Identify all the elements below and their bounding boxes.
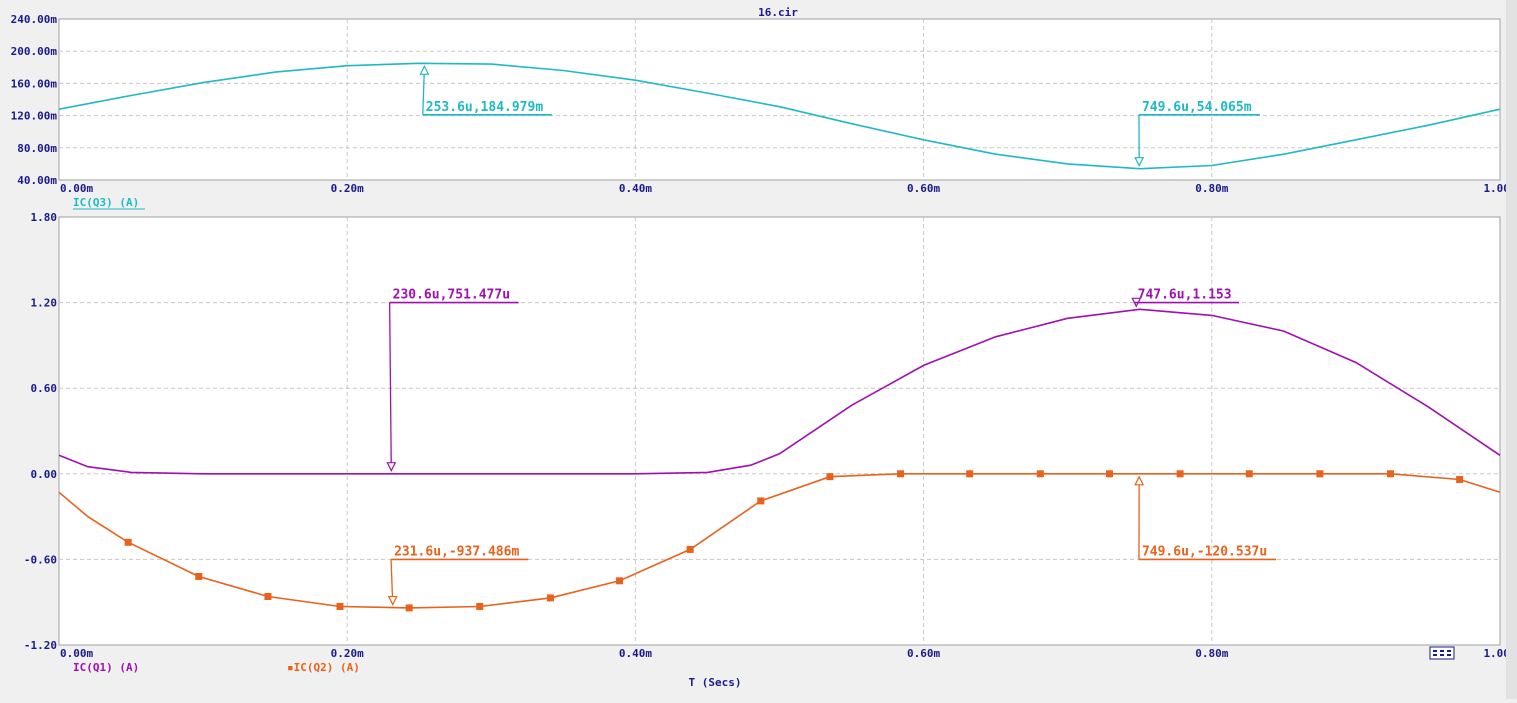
y-tick-label: 1.20 [31, 297, 58, 310]
y-tick-label: 0.00 [31, 468, 58, 481]
y-tick-label: 80.00m [17, 142, 57, 155]
data-point [476, 603, 483, 610]
data-point [757, 497, 764, 504]
plot-area [59, 19, 1500, 180]
legend-entry[interactable]: IC(Q3) (A) [73, 196, 139, 209]
annotation-label[interactable]: 230.6u,751.477u [393, 288, 510, 303]
x-axis-title: T (Secs) [689, 676, 742, 689]
annotation-label[interactable]: 253.6u,184.979m [426, 100, 544, 115]
y-tick-label: 240.00m [11, 13, 58, 26]
x-tick-label: 0.20m [331, 647, 364, 660]
y-tick-label: 0.60 [31, 382, 58, 395]
y-tick-label: 160.00m [11, 77, 58, 90]
data-point [125, 539, 132, 546]
x-tick-label: 0.40m [619, 647, 652, 660]
data-point [264, 593, 271, 600]
plot-area [59, 217, 1500, 645]
data-point [1316, 470, 1323, 477]
legend-entry[interactable]: ▪IC(Q2) (A) [287, 661, 360, 674]
plot-options-icon[interactable] [1430, 647, 1454, 659]
x-tick-label: 0.20m [331, 182, 364, 195]
data-point [1037, 470, 1044, 477]
data-point [897, 470, 904, 477]
data-point [1456, 476, 1463, 483]
y-tick-label: 40.00m [17, 174, 57, 187]
x-tick-label: 0.80m [1195, 182, 1228, 195]
data-point [336, 603, 343, 610]
x-tick-label: 0.40m [619, 182, 652, 195]
data-point [1106, 470, 1113, 477]
y-tick-label: 200.00m [11, 45, 58, 58]
data-point [826, 473, 833, 480]
plot-title: 16.cir [758, 6, 798, 19]
data-point [195, 573, 202, 580]
vertical-scrollbar[interactable] [1506, 0, 1517, 699]
x-tick-label: 0.60m [907, 182, 940, 195]
annotation-label[interactable]: 231.6u,-937.486m [394, 544, 519, 559]
annotation-label[interactable]: 749.6u,-120.537u [1142, 544, 1267, 559]
data-point [1246, 470, 1253, 477]
y-tick-label: -1.20 [24, 639, 57, 652]
data-point [1177, 470, 1184, 477]
x-tick-label: 0.00m [60, 182, 93, 195]
data-point [616, 577, 623, 584]
x-tick-label: 0.00m [60, 647, 93, 660]
y-tick-label: 120.00m [11, 110, 58, 123]
annotation-label[interactable]: 749.6u,54.065m [1142, 100, 1252, 115]
data-point [1387, 470, 1394, 477]
x-tick-label: 0.80m [1195, 647, 1228, 660]
data-point [966, 470, 973, 477]
annotation-label[interactable]: 747.6u,1.153 [1138, 288, 1232, 303]
y-tick-label: -0.60 [24, 553, 57, 566]
data-point [547, 594, 554, 601]
data-point [687, 546, 694, 553]
x-tick-label: 0.60m [907, 647, 940, 660]
legend-entry[interactable]: IC(Q1) (A) [73, 661, 139, 674]
data-point [406, 604, 413, 611]
y-tick-label: 1.80 [31, 211, 58, 224]
